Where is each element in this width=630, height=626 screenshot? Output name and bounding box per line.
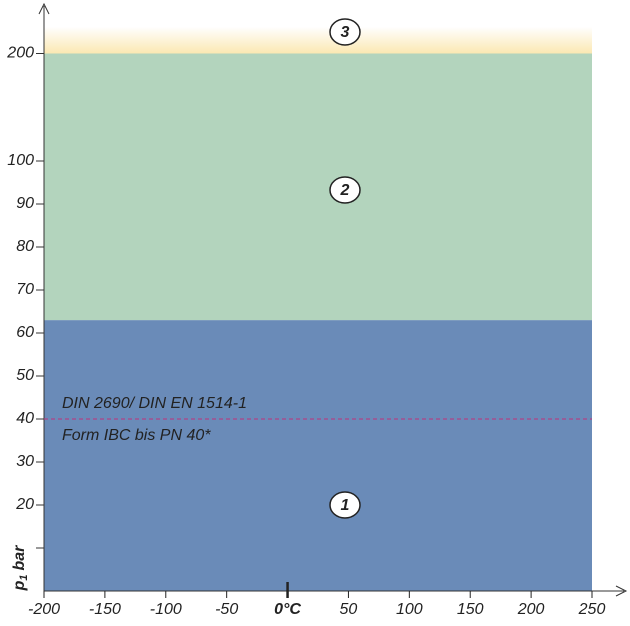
x-tick-label: 250 [578,601,606,618]
y-tick-label: 60 [16,324,34,341]
x-tick-label: -200 [28,601,60,618]
annotation: DIN 2690/ DIN EN 1514-1 [62,395,247,412]
region [44,320,592,591]
x-tick-label: 200 [517,601,545,618]
annotation: Form IBC bis PN 40* [62,427,211,444]
y-symbol: p [11,580,28,591]
region-badge [329,491,361,519]
y-tick-label: 20 [15,496,34,513]
x-tick-label: -150 [89,601,121,618]
region-label: 2 [340,182,350,199]
regions: 1 2 3 [44,18,592,591]
x-axis-arrow [615,585,628,597]
y-tick-label: 50 [16,367,34,384]
x-tick-label: -100 [150,601,182,618]
axes [38,2,628,597]
x-tick-label: 150 [457,601,484,618]
y-axis-title: p1 bar [11,545,30,592]
region-badge [329,176,361,204]
y-tick-label: 40 [16,410,34,427]
x-tick-label: 100 [396,601,423,618]
y-tick-label: 200 [6,45,34,62]
y-tick-label: 30 [16,453,34,470]
y-tick-label: 80 [16,238,34,255]
y-unit: bar [11,545,28,571]
x-tick-label: 0°C [274,601,301,618]
x-tick-label: -50 [215,601,238,618]
x-tick-label: 50 [340,601,358,618]
region-label: 1 [341,497,350,514]
region-label: 3 [341,24,350,41]
y-tick-label: 70 [16,281,34,298]
y-axis-arrow [38,2,50,15]
y-tick-label: 90 [16,195,34,212]
y-subscript: 1 [18,575,30,581]
y-tick-label: 100 [7,152,34,169]
region [44,26,592,54]
region [44,53,592,321]
region-badge [329,18,361,46]
